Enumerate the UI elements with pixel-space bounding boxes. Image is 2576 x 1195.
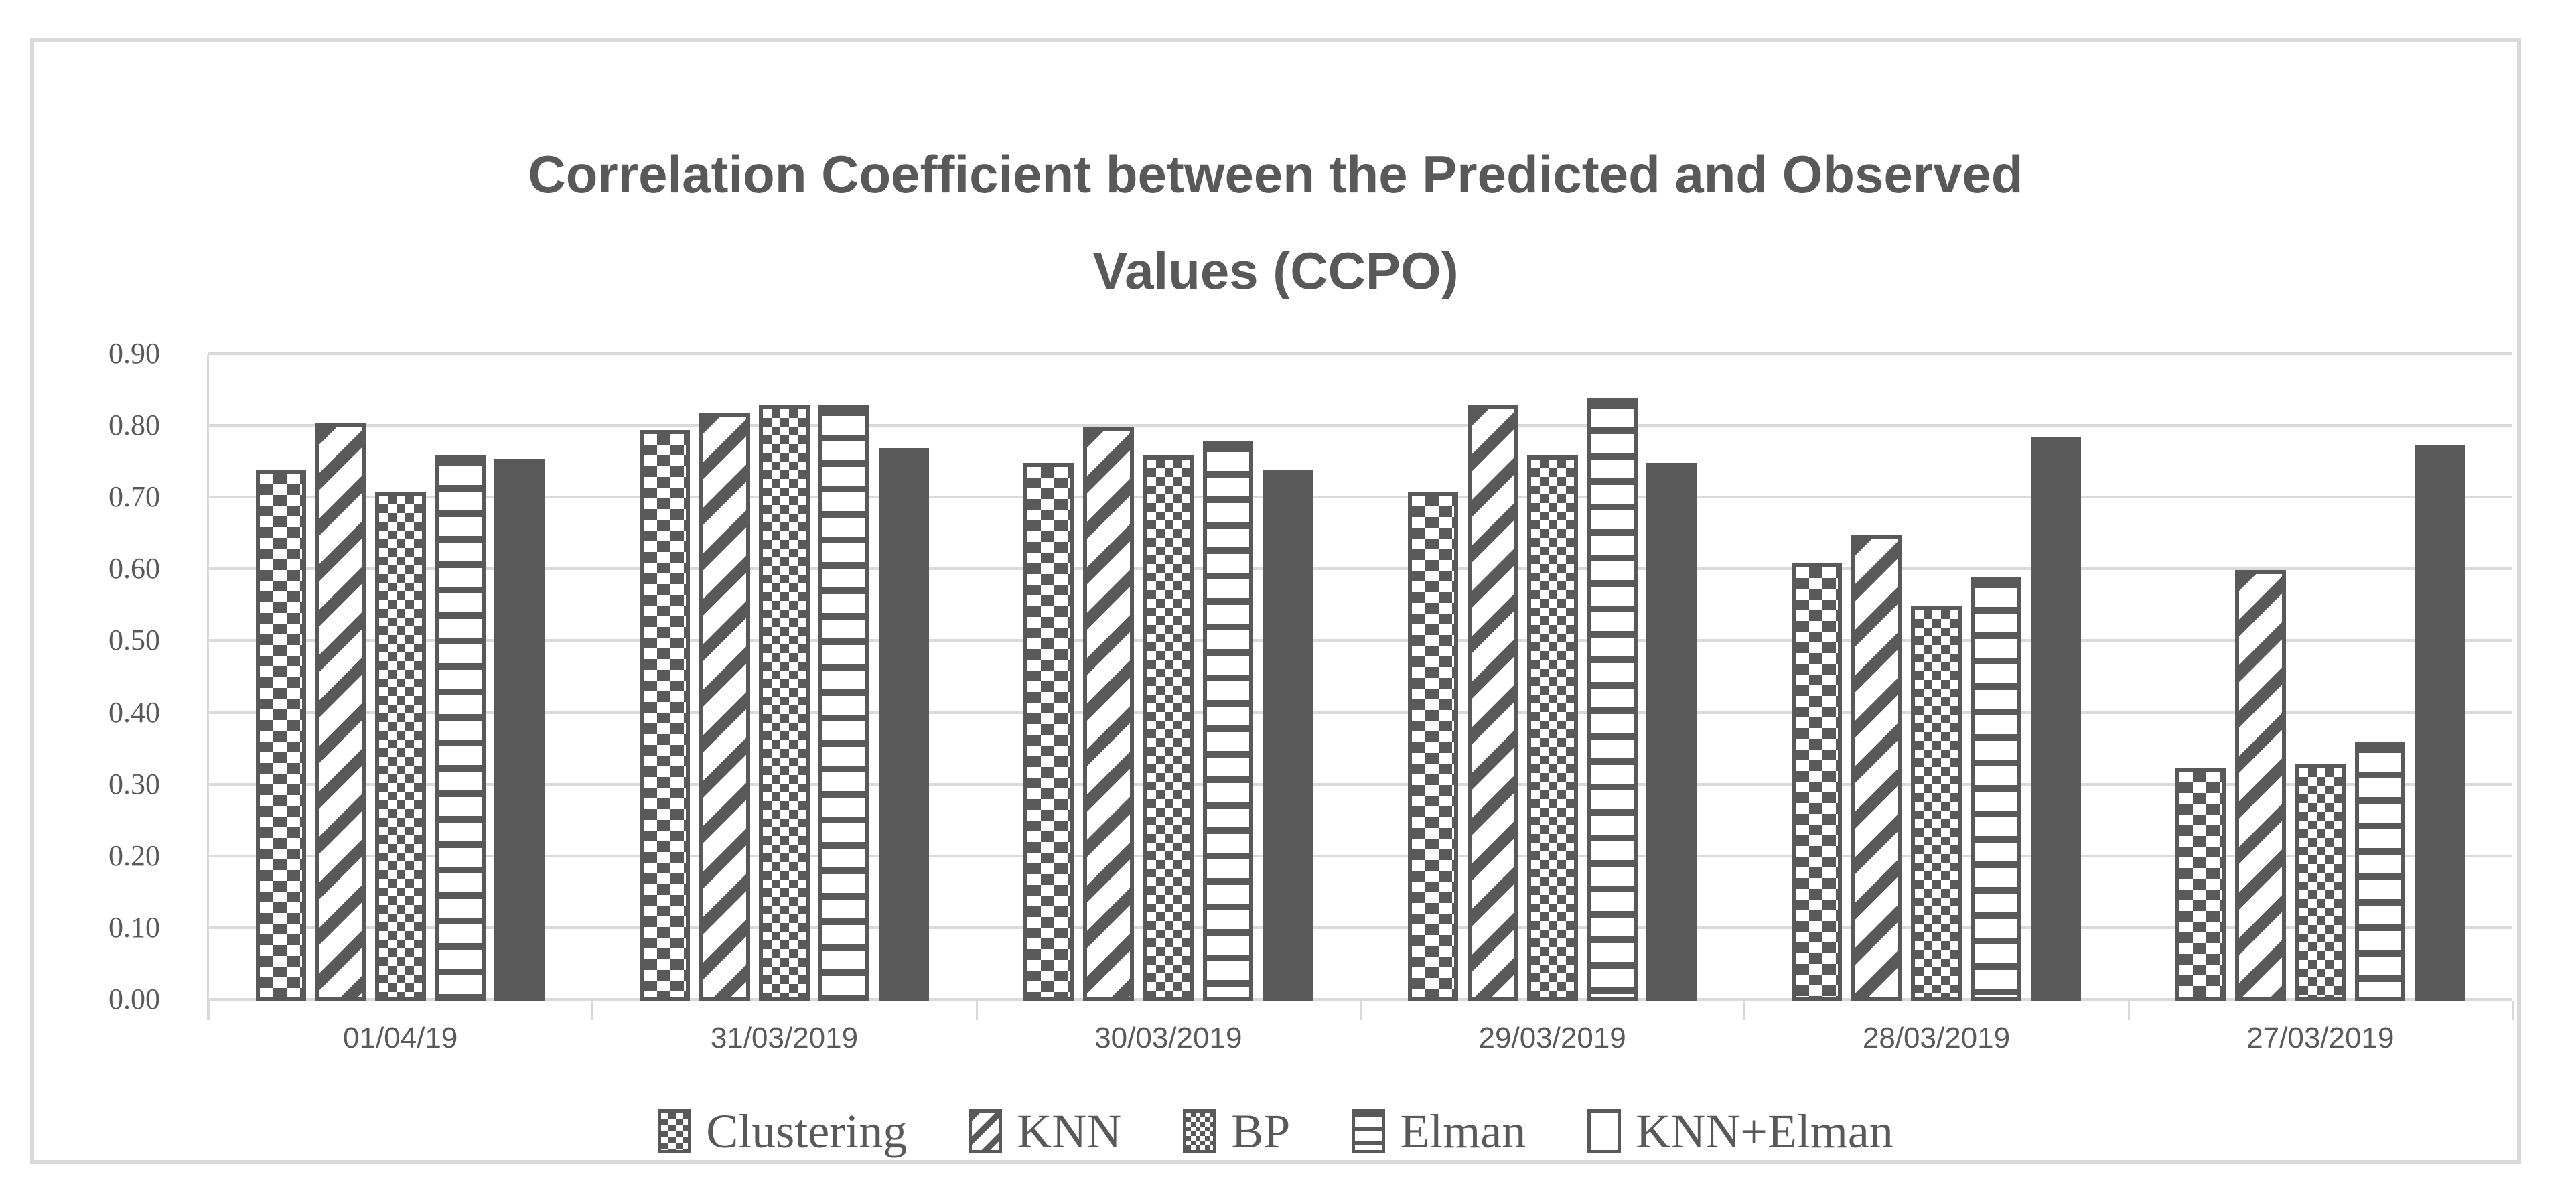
- bar-Elman-30/03/2019: [1202, 441, 1254, 1001]
- x-tick-label: 29/03/2019: [1478, 1022, 1626, 1054]
- bar-KNN-30/03/2019: [1083, 427, 1134, 1001]
- x-axis-tick: [1360, 1001, 1362, 1020]
- chart-frame: Correlation Coefficient between the Pred…: [30, 38, 2521, 1164]
- gridline-0.20: [208, 854, 2512, 857]
- y-tick-label: 0.60: [109, 552, 160, 585]
- y-tick-label: 0.30: [109, 767, 160, 800]
- bar-KNN-27/03/2019: [2235, 570, 2286, 1001]
- gridline-0.00: [208, 998, 2512, 1001]
- x-axis-tick: [2512, 1001, 2514, 1020]
- y-tick-label: 0.20: [109, 839, 160, 872]
- bar-Clustering-29/03/2019: [1407, 491, 1459, 1001]
- bar-Elman-01/04/19: [435, 455, 486, 1001]
- legend-swatch-diamond-dots-icon: [1183, 1109, 1217, 1153]
- legend-label: BP: [1231, 1105, 1291, 1158]
- x-axis-tick: [591, 1001, 594, 1020]
- bar-BP-28/03/2019: [1911, 606, 1962, 1001]
- bar-KNN+Elman-01/04/19: [494, 459, 545, 1001]
- bar-Elman-28/03/2019: [1971, 577, 2022, 1001]
- chart-title-line-2: Values (CCPO): [1092, 241, 1459, 300]
- x-tick-label: 31/03/2019: [710, 1022, 859, 1054]
- bar-Clustering-01/04/19: [255, 470, 307, 1001]
- x-tick-label: 30/03/2019: [1094, 1022, 1242, 1054]
- bar-Clustering-27/03/2019: [2175, 767, 2226, 1001]
- bar-KNN+Elman-30/03/2019: [1263, 470, 1313, 1001]
- bar-Clustering-30/03/2019: [1023, 462, 1074, 1001]
- bar-KNN+Elman-31/03/2019: [878, 448, 930, 1001]
- bar-group-31/03/2019: [592, 355, 976, 1001]
- bar-BP-31/03/2019: [759, 405, 810, 1001]
- legend-item-KNN: KNN: [969, 1107, 1121, 1155]
- bar-Elman-29/03/2019: [1587, 398, 1638, 1001]
- bar-group-01/04/19: [208, 355, 592, 1001]
- legend-label: Elman: [1400, 1105, 1526, 1158]
- gridline-0.60: [208, 567, 2512, 571]
- bar-Clustering-31/03/2019: [639, 430, 691, 1001]
- y-tick-label: 0.10: [109, 910, 160, 944]
- legend-swatch-diagonal-stripes-icon: [969, 1109, 1003, 1153]
- bar-KNN-29/03/2019: [1467, 405, 1518, 1001]
- legend-swatch-horizontal-stripes-icon: [1352, 1109, 1386, 1153]
- y-tick-label: 0.70: [109, 480, 160, 514]
- bar-BP-30/03/2019: [1143, 455, 1194, 1001]
- legend-item-Elman: Elman: [1352, 1107, 1526, 1155]
- y-axis-line: [207, 355, 209, 1020]
- gridline-0.70: [208, 496, 2512, 499]
- plot-area: [208, 352, 2512, 1001]
- bar-group-30/03/2019: [977, 355, 1360, 1001]
- gridline-0.10: [208, 926, 2512, 929]
- legend-swatch-checkerboard-icon: [658, 1109, 692, 1153]
- legend-item-KNN+Elman: KNN+Elman: [1587, 1107, 1893, 1155]
- x-tick-label: 27/03/2019: [2246, 1022, 2394, 1054]
- x-axis-tick: [208, 1001, 210, 1020]
- legend-label: KNN: [1017, 1105, 1122, 1158]
- bar-KNN-01/04/19: [315, 423, 366, 1001]
- gridline-0.40: [208, 711, 2512, 714]
- gridline-0.50: [208, 639, 2512, 642]
- bar-BP-29/03/2019: [1526, 455, 1578, 1001]
- bar-KNN+Elman-28/03/2019: [2030, 437, 2082, 1001]
- bar-KNN+Elman-29/03/2019: [1646, 462, 1697, 1001]
- x-tick-label: 01/04/19: [343, 1022, 458, 1054]
- bar-KNN-31/03/2019: [699, 412, 750, 1001]
- bar-BP-27/03/2019: [2295, 764, 2346, 1001]
- chart-legend: Clustering KNN BP Elman KNN+Elman: [34, 1107, 2517, 1155]
- legend-item-Clustering: Clustering: [658, 1107, 907, 1155]
- y-tick-label: 0.40: [109, 695, 160, 729]
- bar-KNN+Elman-27/03/2019: [2415, 444, 2465, 1001]
- bar-BP-01/04/19: [374, 491, 426, 1001]
- y-tick-label: 0.00: [109, 983, 160, 1015]
- gridline-0.80: [208, 424, 2512, 427]
- chart-title-line-1: Correlation Coefficient between the Pred…: [528, 145, 2023, 204]
- y-tick-label: 0.50: [109, 624, 160, 657]
- legend-label: KNN+Elman: [1636, 1105, 1893, 1158]
- bar-KNN-28/03/2019: [1851, 534, 1902, 1001]
- legend-swatch-solid-icon: [1587, 1109, 1622, 1153]
- y-tick-label: 0.80: [109, 409, 160, 442]
- y-tick-label: 0.90: [109, 337, 160, 370]
- bar-Elman-27/03/2019: [2354, 742, 2406, 1001]
- gridline-0.30: [208, 782, 2512, 786]
- legend-item-BP: BP: [1183, 1107, 1290, 1155]
- bar-Elman-31/03/2019: [818, 405, 870, 1001]
- gridline-0.90: [208, 352, 2512, 355]
- x-axis-tick: [1743, 1001, 1746, 1020]
- x-tick-label: 28/03/2019: [1862, 1022, 2011, 1054]
- legend-label: Clustering: [706, 1105, 908, 1158]
- x-axis-tick: [975, 1001, 978, 1020]
- chart-title: Correlation Coefficient between the Pred…: [34, 126, 2517, 319]
- x-axis-tick: [2127, 1001, 2130, 1020]
- bar-Clustering-28/03/2019: [1791, 563, 1843, 1001]
- bar-group-28/03/2019: [1744, 355, 2128, 1001]
- bar-group-29/03/2019: [1360, 355, 1744, 1001]
- bar-group-27/03/2019: [2129, 355, 2512, 1001]
